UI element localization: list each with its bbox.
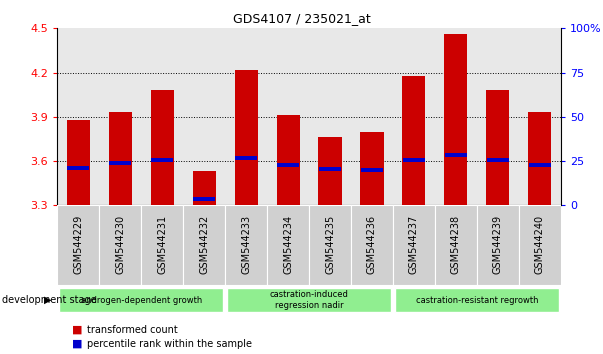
Bar [109, 113, 132, 205]
Bar [227, 288, 391, 312]
Text: GSM544234: GSM544234 [283, 215, 293, 274]
Text: castration-resistant regrowth: castration-resistant regrowth [415, 296, 538, 304]
Text: GSM544229: GSM544229 [73, 215, 83, 274]
Bar [402, 75, 426, 205]
Bar [403, 158, 425, 162]
Bar [394, 288, 559, 312]
Bar [67, 120, 90, 205]
Bar [393, 205, 435, 285]
Bar [99, 205, 141, 285]
Bar [435, 205, 477, 285]
Bar [444, 34, 467, 205]
Bar [183, 205, 225, 285]
Bar [529, 163, 551, 167]
Text: percentile rank within the sample: percentile rank within the sample [87, 339, 253, 349]
Bar [486, 90, 510, 205]
Bar [109, 161, 131, 165]
Bar [235, 156, 257, 160]
Text: GSM544240: GSM544240 [535, 215, 545, 274]
Bar [361, 168, 383, 172]
Bar [68, 166, 89, 170]
Text: GSM544235: GSM544235 [325, 215, 335, 274]
Text: GSM544237: GSM544237 [409, 215, 419, 274]
Bar [193, 197, 215, 201]
Text: ■: ■ [72, 339, 83, 349]
Bar [192, 171, 216, 205]
Text: GSM544233: GSM544233 [241, 215, 251, 274]
Bar [235, 70, 257, 205]
Text: GSM544232: GSM544232 [199, 215, 209, 274]
Bar [318, 137, 341, 205]
Bar [267, 205, 309, 285]
Text: development stage: development stage [2, 295, 96, 305]
Bar [59, 288, 224, 312]
Text: GSM544238: GSM544238 [451, 215, 461, 274]
Bar [277, 163, 299, 167]
Bar [361, 132, 384, 205]
Text: ■: ■ [72, 325, 83, 335]
Text: GDS4107 / 235021_at: GDS4107 / 235021_at [233, 12, 370, 25]
Bar [445, 153, 467, 157]
Bar [309, 205, 351, 285]
Text: GSM544231: GSM544231 [157, 215, 167, 274]
Text: androgen-dependent growth: androgen-dependent growth [81, 296, 202, 304]
Bar [519, 205, 561, 285]
Bar [528, 113, 551, 205]
Text: ▶: ▶ [44, 295, 51, 305]
Bar [151, 90, 174, 205]
Text: GSM544230: GSM544230 [115, 215, 125, 274]
Text: GSM544236: GSM544236 [367, 215, 377, 274]
Bar [487, 158, 509, 162]
Bar [277, 115, 300, 205]
Bar [225, 205, 267, 285]
Bar [151, 158, 173, 162]
Bar [141, 205, 183, 285]
Text: castration-induced
regression nadir: castration-induced regression nadir [270, 290, 349, 310]
Bar [57, 205, 99, 285]
Text: GSM544239: GSM544239 [493, 215, 503, 274]
Text: transformed count: transformed count [87, 325, 178, 335]
Bar [477, 205, 519, 285]
Bar [351, 205, 393, 285]
Bar [319, 167, 341, 171]
